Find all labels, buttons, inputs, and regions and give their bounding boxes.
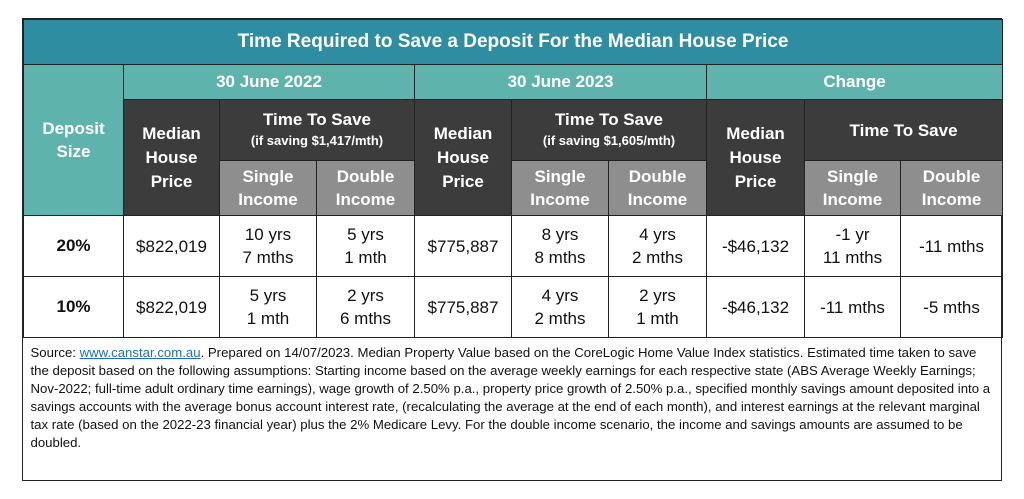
double-income-change-cell: -5 mths	[899, 276, 1004, 338]
single-income-header-2023: Single Income	[511, 160, 609, 216]
price-change-cell: -$46,132	[706, 276, 805, 338]
double-income-2022-cell: 2 yrs 6 mths	[316, 276, 415, 338]
median-price-2023-cell: $775,887	[414, 276, 512, 338]
source-link[interactable]: www.canstar.com.au	[79, 345, 201, 360]
table-title: Time Required to Save a Deposit For the …	[22, 19, 1004, 65]
table-row: 10% $822,019 5 yrs 1 mth 2 yrs 6 mths $775…	[23, 276, 1004, 338]
time-to-save-header-2023: Time To Save (if saving $1,605/mth)	[511, 99, 707, 161]
single-income-header-change: Single Income	[804, 160, 901, 216]
change-header: Change	[705, 64, 1004, 100]
period-2023-header: 30 June 2023	[414, 64, 707, 100]
median-price-header-2023: Median House Price	[414, 99, 512, 216]
single-income-2023-cell: 4 yrs 2 mths	[511, 276, 609, 338]
median-price-2023-cell: $775,887	[414, 215, 512, 277]
median-price-2022-cell: $822,019	[123, 215, 220, 277]
deposit-table-card: Time Required to Save a Deposit For the …	[22, 18, 1004, 481]
double-income-change-cell: -11 mths	[899, 215, 1004, 277]
deposit-size-cell: 20%	[23, 215, 124, 277]
time-to-save-header-change: Time To Save	[803, 99, 1004, 161]
single-income-change-cell: -1 yr 11 mths	[804, 215, 901, 277]
median-price-header-change: Median House Price	[706, 99, 805, 216]
single-income-2023-cell: 8 yrs 8 mths	[511, 215, 609, 277]
source-note: Source: www.canstar.com.au. Prepared on …	[30, 345, 991, 450]
deposit-size-header: Deposit Size	[23, 64, 124, 216]
time-to-save-header-2022: Time To Save (if saving $1,417/mth)	[219, 99, 415, 161]
single-income-2022-cell: 10 yrs 7 mths	[219, 215, 317, 277]
single-income-change-cell: -11 mths	[804, 276, 901, 338]
table-row: 20% $822,019 10 yrs 7 mths 5 yrs 1 mth $77…	[23, 215, 1004, 277]
period-2022-header: 30 June 2022	[123, 64, 415, 100]
double-income-2023-cell: 2 yrs 1 mth	[608, 276, 707, 338]
median-price-header-2022: Median House Price	[123, 99, 220, 216]
price-change-cell: -$46,132	[706, 215, 805, 277]
double-income-header-2022: Double Income	[316, 160, 415, 216]
median-price-2022-cell: $822,019	[123, 276, 220, 338]
deposit-size-cell: 10%	[23, 276, 124, 338]
double-income-2023-cell: 4 yrs 2 mths	[608, 215, 707, 277]
double-income-header-change: Double Income	[899, 160, 1004, 216]
double-income-2022-cell: 5 yrs 1 mth	[316, 215, 415, 277]
deposit-table: Time Required to Save a Deposit For the …	[22, 19, 1004, 458]
single-income-2022-cell: 5 yrs 1 mth	[219, 276, 317, 338]
single-income-header-2022: Single Income	[219, 160, 317, 216]
double-income-header-2023: Double Income	[608, 160, 707, 216]
